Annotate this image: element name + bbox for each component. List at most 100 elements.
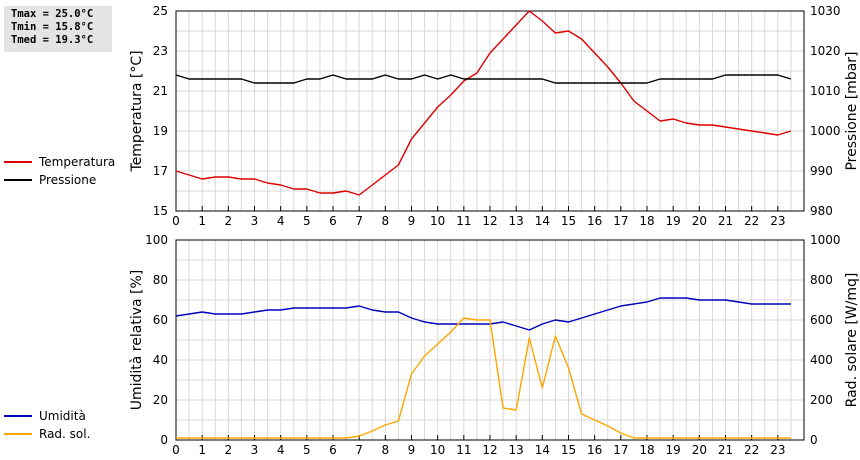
- y-left-axis-label: Temperatura [°C]: [129, 50, 145, 172]
- legend-label-radsol: Rad. sol.: [39, 427, 91, 441]
- series-line-rad-sol-: [176, 317, 791, 439]
- y-left-axis-label: Umidità relativa [%]: [129, 270, 145, 411]
- x-tick-label: 0: [172, 443, 180, 457]
- x-tick-label: 21: [718, 443, 733, 457]
- y-left-tick-label: 17: [153, 164, 168, 178]
- legend-item-temperatura: Temperatura: [4, 154, 115, 170]
- x-tick-label: 7: [355, 443, 363, 457]
- x-tick-label: 19: [666, 443, 681, 457]
- x-tick-label: 14: [535, 443, 550, 457]
- x-tick-label: 16: [587, 214, 602, 228]
- x-tick-label: 18: [639, 443, 654, 457]
- x-tick-label: 2: [225, 214, 233, 228]
- x-tick-label: 1: [198, 214, 206, 228]
- x-tick-label: 4: [277, 443, 285, 457]
- y-left-tick-label: 25: [153, 4, 168, 18]
- chart-1: 0 1 2 3 4 5 6 7 8 9 10 11 12 13 14 15 16 17 18 19 20 21 22 2315…: [129, 4, 860, 228]
- legend-label-pressione: Pressione: [39, 173, 97, 187]
- y-right-tick-label: 1030: [810, 4, 841, 18]
- x-tick-label: 8: [382, 214, 390, 228]
- x-tick-label: 12: [482, 443, 497, 457]
- y-left-tick-label: 60: [153, 313, 168, 327]
- y-right-tick-label: 1020: [810, 44, 841, 58]
- x-tick-label: 5: [303, 214, 311, 228]
- legend-item-umidita: Umidità: [4, 408, 86, 424]
- x-tick-label: 5: [303, 443, 311, 457]
- y-right-tick-label: 1000: [810, 233, 841, 247]
- x-tick-label: 19: [666, 214, 681, 228]
- chart-2: 0 1 2 3 4 5 6 7 8 9 10 11 12 13 14 15 16 17 18 19 20 21 22 2302…: [129, 233, 860, 457]
- x-tick-label: 23: [770, 214, 785, 228]
- x-tick-label: 1: [198, 443, 206, 457]
- x-tick-label: 15: [561, 443, 576, 457]
- y-right-axis-label: Rad. solare [W/mq]: [844, 273, 860, 408]
- stats-box: Tmax = 25.0°C Tmin = 15.8°C Tmed = 19.3°…: [4, 6, 112, 52]
- series-line-pressione: [175, 74, 792, 84]
- x-tick-label: 20: [692, 443, 707, 457]
- y-right-tick-label: 200: [810, 393, 833, 407]
- x-tick-label: 8: [382, 443, 390, 457]
- y-right-tick-label: 400: [810, 353, 833, 367]
- y-right-tick-label: 800: [810, 273, 833, 287]
- x-tick-label: 10: [430, 443, 445, 457]
- stat-tmin: Tmin = 15.8°C: [11, 21, 94, 33]
- x-tick-label: 9: [408, 443, 416, 457]
- x-tick-label: 12: [482, 214, 497, 228]
- y-left-tick-label: 80: [153, 273, 168, 287]
- x-tick-label: 17: [613, 214, 628, 228]
- y-left-tick-label: 23: [153, 44, 168, 58]
- y-right-tick-label: 990: [810, 164, 833, 178]
- x-tick-label: 13: [509, 443, 524, 457]
- y-left-tick-label: 0: [160, 433, 168, 447]
- series-line-temperatura: [175, 10, 792, 196]
- y-left-tick-label: 100: [145, 233, 168, 247]
- y-right-tick-label: 980: [810, 204, 833, 218]
- x-tick-label: 18: [639, 214, 654, 228]
- x-tick-label: 3: [251, 443, 259, 457]
- x-tick-label: 14: [535, 214, 550, 228]
- y-right-tick-label: 600: [810, 313, 833, 327]
- x-tick-label: 20: [692, 214, 707, 228]
- x-tick-label: 11: [456, 214, 471, 228]
- x-tick-label: 2: [225, 443, 233, 457]
- legend-label-umidita: Umidità: [39, 409, 86, 423]
- x-tick-label: 16: [587, 443, 602, 457]
- y-left-tick-label: 40: [153, 353, 168, 367]
- x-tick-label: 22: [744, 443, 759, 457]
- legend-swatch-pressione: [4, 179, 32, 181]
- x-tick-label: 23: [770, 443, 785, 457]
- y-right-axis-label: Pressione [mbar]: [844, 51, 860, 170]
- y-left-tick-label: 19: [153, 124, 168, 138]
- x-tick-label: 13: [509, 214, 524, 228]
- legend-swatch-radsol: [4, 433, 32, 435]
- y-left-tick-label: 20: [153, 393, 168, 407]
- x-tick-label: 4: [277, 214, 285, 228]
- legend-label-temperatura: Temperatura: [39, 155, 116, 169]
- legend-item-pressione: Pressione: [4, 172, 96, 188]
- x-tick-label: 17: [613, 443, 628, 457]
- x-tick-label: 10: [430, 214, 445, 228]
- y-right-tick-label: 0: [810, 433, 818, 447]
- x-tick-label: 21: [718, 214, 733, 228]
- x-tick-label: 0: [172, 214, 180, 228]
- x-tick-label: 9: [408, 214, 416, 228]
- legend-swatch-umidita: [4, 415, 32, 417]
- x-tick-label: 6: [329, 214, 337, 228]
- stat-tmax: Tmax = 25.0°C: [11, 8, 94, 20]
- x-tick-label: 6: [329, 443, 337, 457]
- x-tick-label: 15: [561, 214, 576, 228]
- y-left-tick-label: 21: [153, 84, 168, 98]
- legend-item-rad-sol: Rad. sol.: [4, 426, 90, 442]
- x-tick-label: 3: [251, 214, 259, 228]
- x-tick-label: 11: [456, 443, 471, 457]
- y-right-tick-label: 1010: [810, 84, 841, 98]
- x-tick-label: 22: [744, 214, 759, 228]
- legend-swatch-temperatura: [4, 161, 32, 163]
- stat-tmed: Tmed = 19.3°C: [11, 34, 94, 46]
- y-left-tick-label: 15: [153, 204, 168, 218]
- x-tick-label: 7: [355, 214, 363, 228]
- y-right-tick-label: 1000: [810, 124, 841, 138]
- series-line-umidit-: [175, 297, 791, 331]
